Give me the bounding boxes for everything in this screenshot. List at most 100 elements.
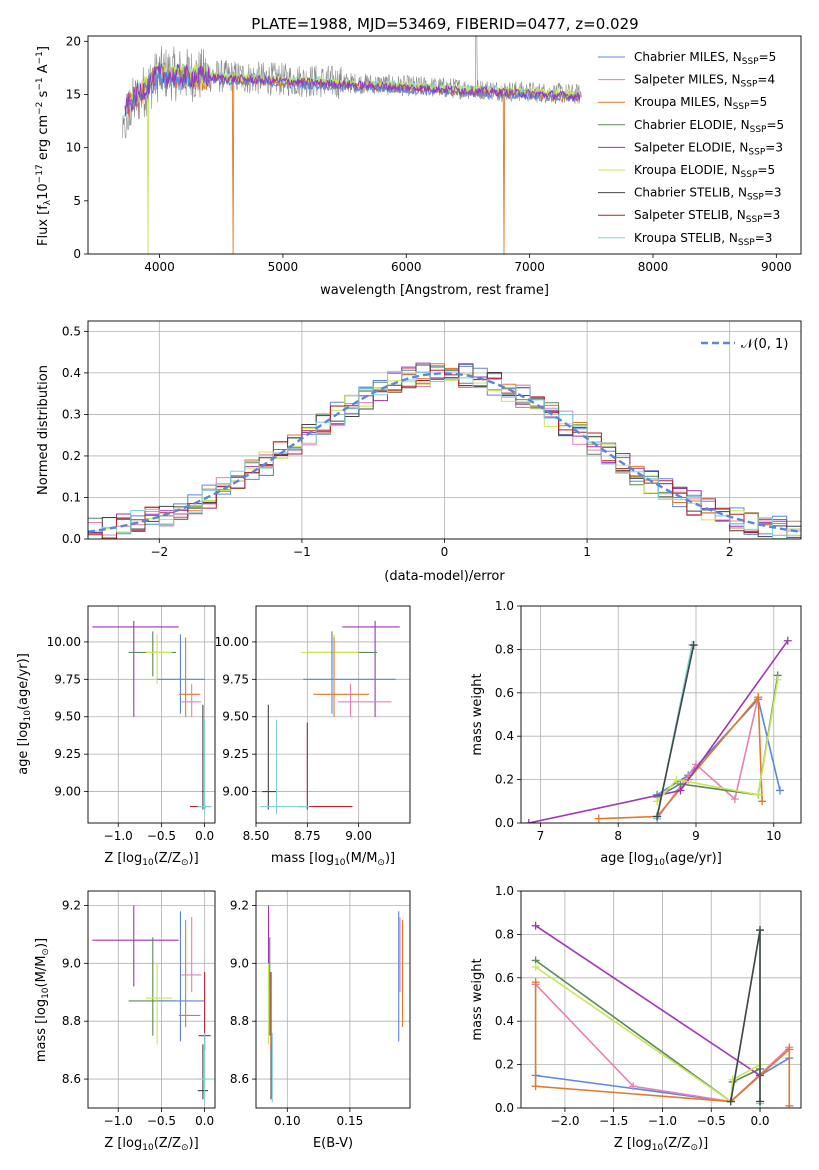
y-tick-label: 9.25 xyxy=(54,747,81,761)
weight-line-kroupa_miles xyxy=(598,695,763,820)
y-tick-label: 8.6 xyxy=(230,1072,249,1086)
weight-line-chabrier_stelib xyxy=(656,644,695,817)
label-part: =4 xyxy=(757,73,775,87)
label-part: (Z/Z xyxy=(154,1136,181,1151)
x-axis-label: mass [log10(M/M⊙)] xyxy=(271,851,395,868)
label-part: erg cm xyxy=(36,115,51,164)
legend-entry: Chabrier STELIB, NSSP=3 xyxy=(634,186,782,203)
model-spectrum-salpeter_elodie xyxy=(124,62,581,116)
x-tick-label: 8.50 xyxy=(243,829,270,843)
y-tick-label: 10.00 xyxy=(215,635,249,649)
label-part: s xyxy=(36,90,51,101)
label-part: 10 xyxy=(653,858,665,868)
y-axis-label: mass weight xyxy=(470,673,485,755)
y-tick-label: 9.0 xyxy=(230,956,249,970)
legend: 𝒩(0, 1) xyxy=(701,337,788,352)
plot-area xyxy=(88,891,215,1108)
label-part: =3 xyxy=(755,231,773,245)
weight-marker xyxy=(531,1082,540,1091)
weight-line-kroupa_elodie xyxy=(656,679,779,802)
label-part: E(B-V) xyxy=(313,1136,353,1151)
label-part: ⊙ xyxy=(377,858,385,868)
plot-area xyxy=(122,36,582,254)
weight-marker xyxy=(756,1097,765,1106)
y-tick-label: 0.8 xyxy=(495,642,514,656)
y-tick-label: 0.4 xyxy=(495,729,514,743)
weight-marker xyxy=(785,1101,794,1108)
legend-entry: Kroupa STELIB, NSSP=3 xyxy=(634,231,772,248)
x-tick-label: −1.0 xyxy=(648,1114,677,1128)
x-tick-label: 5000 xyxy=(268,260,299,274)
label-part: SSP xyxy=(742,57,759,67)
weight-marker xyxy=(758,797,767,806)
y-tick-label: 9.2 xyxy=(230,898,249,912)
label-part: =5 xyxy=(759,50,777,64)
label-part: SSP xyxy=(747,193,764,203)
label-part: mass [log xyxy=(271,851,334,866)
y-axis-label: age [log10(age/yr)] xyxy=(16,653,33,775)
plot-area xyxy=(88,321,801,539)
y-tick-label: 0.4 xyxy=(62,366,81,380)
label-part: SSP xyxy=(748,147,765,157)
y-tick-label: 5 xyxy=(73,194,81,208)
label-part: ⊙ xyxy=(181,1143,189,1153)
label-part: SSP xyxy=(733,102,750,112)
legend-entry: 𝒩(0, 1) xyxy=(741,337,788,352)
label-part: 10 xyxy=(23,710,33,722)
label-part: ⊙ xyxy=(181,858,189,868)
label-part: mass [log xyxy=(34,999,49,1062)
label-part: Salpeter STELIB, N xyxy=(634,208,746,222)
y-axis-label: mass [log10(M/M⊙)] xyxy=(34,938,51,1062)
axes-frame xyxy=(255,890,411,1109)
label-part: 10 xyxy=(41,987,51,999)
y-tick-label: 15 xyxy=(66,87,81,101)
label-part: Kroupa ELODIE, N xyxy=(634,163,741,177)
label-part: −17 xyxy=(35,164,45,183)
x-tick-label: 0 xyxy=(441,545,449,559)
x-tick-label: −0.5 xyxy=(697,1114,726,1128)
y-tick-label: 9.25 xyxy=(222,747,249,761)
y-tick-label: 0.8 xyxy=(495,927,514,941)
label-part: (M/M xyxy=(34,956,49,988)
label-part: age [log xyxy=(16,722,31,775)
x-tick-label: 7000 xyxy=(514,260,545,274)
weight-marker xyxy=(676,786,685,795)
label-part: ⊙ xyxy=(690,1143,698,1153)
x-tick-label: −0.5 xyxy=(147,1114,176,1128)
label-part: Kroupa STELIB, N xyxy=(634,231,738,245)
x-axis-label: wavelength [Angstrom, rest frame] xyxy=(320,283,549,298)
x-tick-label: 0.0 xyxy=(195,829,214,843)
label-part: )] xyxy=(385,851,395,866)
y-tick-label: 8.6 xyxy=(62,1072,81,1086)
y-tick-label: 1.0 xyxy=(495,599,514,613)
x-tick-label: 7 xyxy=(537,829,545,843)
label-part: λ xyxy=(43,199,53,205)
x-tick-label: −2.0 xyxy=(550,1114,579,1128)
y-tick-label: 0.2 xyxy=(495,1058,514,1072)
y-tick-label: 9.0 xyxy=(62,956,81,970)
axes-mass_vs_ebv: 0.10 0.15 8.6 8.8 9.0 9.2 E(B-V) xyxy=(230,890,411,1151)
axes-frame xyxy=(255,605,411,824)
y-tick-label: 9.50 xyxy=(54,710,81,724)
label-part: 10 xyxy=(142,858,154,868)
weight-line-kroupa_elodie xyxy=(535,966,761,1103)
weight-marker xyxy=(728,1075,737,1084)
weight-marker xyxy=(730,795,739,804)
y-tick-label: 8.8 xyxy=(62,1014,81,1028)
label-part: Z [log xyxy=(104,851,142,866)
weight-marker xyxy=(785,1045,794,1054)
label-part: =3 xyxy=(763,208,781,222)
x-tick-label: 4000 xyxy=(144,260,175,274)
x-tick-label: 9000 xyxy=(761,260,792,274)
plot-area xyxy=(521,606,801,823)
y-tick-label: 0 xyxy=(73,247,81,261)
axes-residuals: −2 −1 0 1 2 0.0 0.1 0.2 0.3 0.4 0.5 (data-model)/er… xyxy=(36,320,802,584)
label-part: 10 xyxy=(334,858,346,868)
y-tick-label: 10.00 xyxy=(47,635,81,649)
label-part: −1 xyxy=(35,77,45,90)
label-part: (M/M xyxy=(346,851,378,866)
label-part: =5 xyxy=(750,95,768,109)
x-tick-label: 9.00 xyxy=(345,829,372,843)
weight-marker xyxy=(689,641,698,650)
